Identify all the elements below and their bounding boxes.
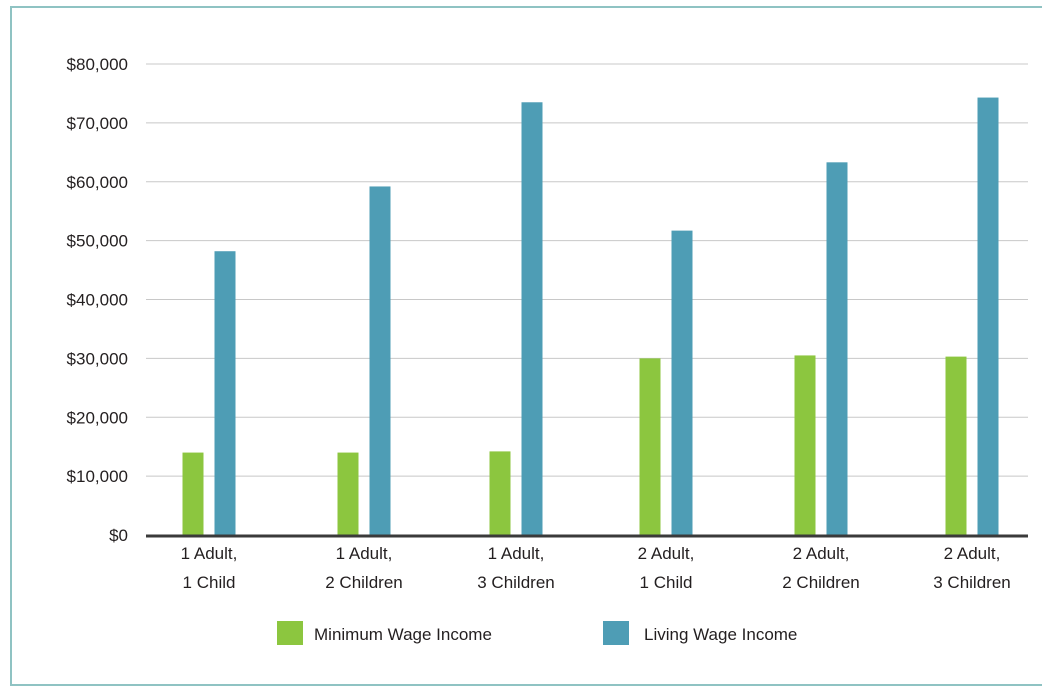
y-tick-label: $60,000 (67, 173, 128, 192)
bar-minimum-wage-5 (945, 356, 967, 535)
bar-living-wage-2 (521, 102, 543, 536)
x-category-label: 2 Children (325, 573, 403, 592)
x-category-label: 2 Children (782, 573, 860, 592)
y-tick-label: $70,000 (67, 114, 128, 133)
y-tick-label: $50,000 (67, 232, 128, 251)
bar-living-wage-1 (369, 186, 391, 535)
bar-minimum-wage-4 (794, 355, 816, 535)
legend-swatch-minimum-wage (277, 621, 303, 645)
x-category-label: 1 Adult, (488, 544, 545, 563)
y-tick-label: $40,000 (67, 291, 128, 310)
bar-minimum-wage-1 (337, 452, 359, 535)
bars (182, 97, 999, 536)
y-tick-label: $80,000 (67, 55, 128, 74)
bar-living-wage-4 (826, 162, 848, 536)
x-category-label: 2 Adult, (793, 544, 850, 563)
y-axis-tick-labels: $0 $10,000 $20,000 $30,000 $40,000 $50,000 $60… (67, 55, 128, 545)
legend-label-minimum-wage: Minimum Wage Income (314, 625, 492, 644)
x-category-label: 2 Adult, (638, 544, 695, 563)
y-tick-label: $0 (109, 526, 128, 545)
legend-swatch-living-wage (603, 621, 629, 645)
bar-minimum-wage-0 (182, 452, 204, 535)
bar-living-wage-5 (977, 97, 999, 535)
x-category-label: 3 Children (477, 573, 555, 592)
x-category-label: 1 Child (183, 573, 236, 592)
x-category-label: 2 Adult, (944, 544, 1001, 563)
bar-chart: $0 $10,000 $20,000 $30,000 $40,000 $50,000 $60… (67, 55, 1028, 645)
x-category-label: 3 Children (933, 573, 1011, 592)
bar-minimum-wage-2 (489, 451, 511, 535)
bar-minimum-wage-3 (639, 358, 661, 535)
legend-label-living-wage: Living Wage Income (644, 625, 797, 644)
y-tick-label: $20,000 (67, 408, 128, 427)
y-tick-label: $30,000 (67, 349, 128, 368)
x-axis-category-labels: 1 Adult, 1 Child 1 Adult, 2 Children 1 Adult… (181, 544, 1011, 592)
gridlines (146, 63, 1028, 477)
bar-living-wage-0 (214, 251, 236, 535)
legend: Minimum Wage Income Living Wage Income (277, 621, 797, 645)
x-category-label: 1 Child (640, 573, 693, 592)
x-category-label: 1 Adult, (181, 544, 238, 563)
y-tick-label: $10,000 (67, 467, 128, 486)
bar-living-wage-3 (671, 230, 693, 535)
x-category-label: 1 Adult, (336, 544, 393, 563)
